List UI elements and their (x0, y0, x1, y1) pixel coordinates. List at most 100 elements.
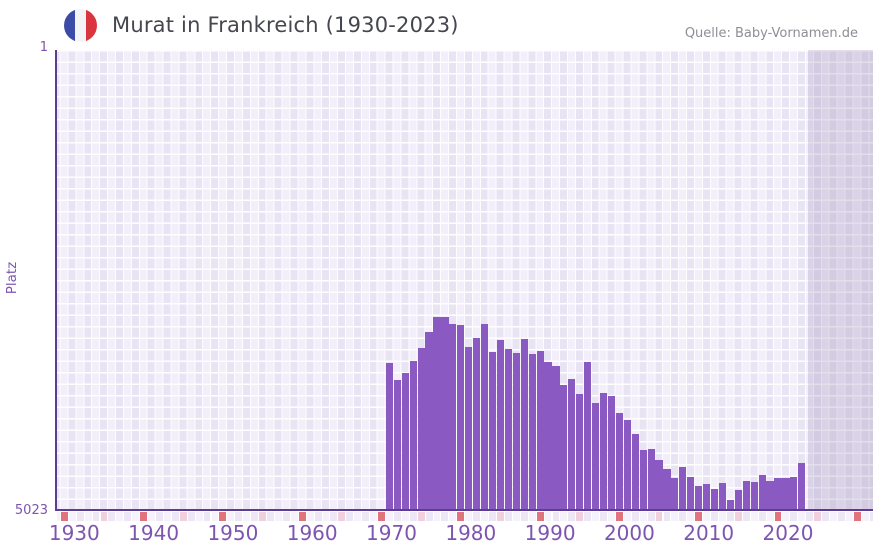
year-cell-2023 (798, 511, 806, 521)
bar-1976[interactable] (425, 331, 433, 510)
half-decade-marker-1935 (100, 511, 108, 521)
bar-2012[interactable] (710, 489, 719, 510)
bar-2006[interactable] (663, 469, 671, 510)
bar-2022[interactable] (790, 477, 798, 510)
year-cell-1996 (584, 511, 592, 521)
year-cell-1983 (481, 511, 489, 521)
bar-1990[interactable] (536, 350, 544, 510)
bar-2009[interactable] (687, 476, 695, 510)
year-cell-1971 (385, 511, 393, 521)
year-cell-1944 (171, 511, 179, 521)
bar-1972[interactable] (393, 380, 401, 510)
bar-2017[interactable] (750, 481, 758, 510)
bar-1986[interactable] (504, 348, 512, 510)
year-cell-2004 (647, 511, 655, 521)
year-cell-2014 (726, 511, 734, 521)
bar-1978[interactable] (441, 317, 449, 510)
decade-marker-2020 (774, 511, 782, 521)
year-cell-1991 (544, 511, 552, 521)
year-cell-1969 (370, 511, 377, 521)
bar-1977[interactable] (433, 317, 441, 510)
x-tick-label-2010: 2010 (683, 521, 735, 545)
year-cell-1997 (592, 511, 600, 521)
x-tick-label-1940: 1940 (128, 521, 180, 545)
bar-1975[interactable] (417, 347, 425, 510)
decade-marker-1970 (378, 511, 385, 521)
bar-2000[interactable] (615, 413, 623, 510)
plot-area[interactable] (57, 50, 873, 510)
year-cell-1961 (306, 511, 314, 521)
bar-1995[interactable] (576, 394, 584, 510)
bar-2015[interactable] (734, 489, 742, 510)
year-cell-1986 (504, 511, 512, 521)
bar-2003[interactable] (639, 450, 647, 510)
bar-2010[interactable] (695, 486, 703, 510)
bar-2020[interactable] (774, 478, 782, 510)
year-cell-1951 (227, 511, 235, 521)
year-cell-2027 (830, 511, 837, 521)
bar-2018[interactable] (758, 475, 766, 510)
bar-1971[interactable] (385, 362, 394, 510)
bar-2004[interactable] (647, 449, 655, 510)
year-cell-1939 (132, 511, 140, 521)
decade-marker-2030 (853, 511, 861, 521)
bar-1996[interactable] (584, 361, 592, 510)
bar-1973[interactable] (401, 373, 409, 510)
bar-1989[interactable] (528, 354, 536, 510)
bar-2013[interactable] (718, 482, 727, 510)
year-cell-1988 (520, 511, 528, 521)
year-cell-2013 (719, 511, 726, 521)
half-decade-marker-2025 (814, 511, 822, 521)
year-cell-1943 (163, 511, 171, 521)
year-cell-1993 (560, 511, 568, 521)
x-tick-label-1950: 1950 (207, 521, 259, 545)
bar-2019[interactable] (766, 480, 774, 510)
bar-1980[interactable] (457, 324, 465, 510)
year-cell-1933 (84, 511, 92, 521)
bar-1983[interactable] (480, 323, 489, 510)
france-flag-icon (64, 9, 97, 42)
bar-2011[interactable] (703, 483, 711, 510)
bar-1984[interactable] (488, 352, 497, 510)
bar-1992[interactable] (552, 366, 560, 510)
bar-1982[interactable] (473, 337, 481, 510)
bar-1988[interactable] (520, 338, 528, 510)
bar-1999[interactable] (607, 395, 616, 510)
bar-2014[interactable] (726, 500, 734, 510)
bar-2023[interactable] (798, 463, 806, 510)
year-cell-1946 (187, 511, 195, 521)
year-cell-1987 (512, 511, 520, 521)
year-cell-1956 (267, 511, 274, 521)
bar-1997[interactable] (592, 403, 600, 510)
future-years-band (808, 50, 873, 510)
bar-1991[interactable] (544, 361, 552, 510)
year-cell-1984 (489, 511, 496, 521)
year-cell-1942 (156, 511, 163, 521)
bar-2001[interactable] (623, 419, 631, 510)
x-tick-label-1930: 1930 (48, 521, 100, 545)
bar-1985[interactable] (496, 340, 505, 510)
year-cell-1976 (425, 511, 433, 521)
decade-marker-1930 (60, 511, 68, 521)
bar-2005[interactable] (655, 459, 663, 510)
year-cell-1938 (124, 511, 132, 521)
year-cell-1957 (274, 511, 282, 521)
year-cell-1958 (282, 511, 290, 521)
year-cell-1973 (401, 511, 409, 521)
decade-marker-1980 (457, 511, 465, 521)
bar-2007[interactable] (671, 478, 679, 510)
bar-2021[interactable] (782, 478, 790, 510)
bar-2008[interactable] (679, 466, 687, 510)
x-axis-line (55, 509, 873, 511)
bar-1993[interactable] (560, 384, 568, 510)
bar-2016[interactable] (742, 480, 750, 510)
bar-1998[interactable] (599, 393, 608, 510)
bar-2002[interactable] (631, 433, 639, 510)
bar-1994[interactable] (568, 379, 576, 510)
year-cell-2031 (861, 511, 869, 521)
bar-1981[interactable] (465, 346, 473, 510)
bar-1974[interactable] (409, 360, 417, 510)
bar-1987[interactable] (512, 353, 520, 510)
bar-1979[interactable] (449, 323, 457, 510)
y-axis-top-tick: 1 (39, 40, 48, 55)
